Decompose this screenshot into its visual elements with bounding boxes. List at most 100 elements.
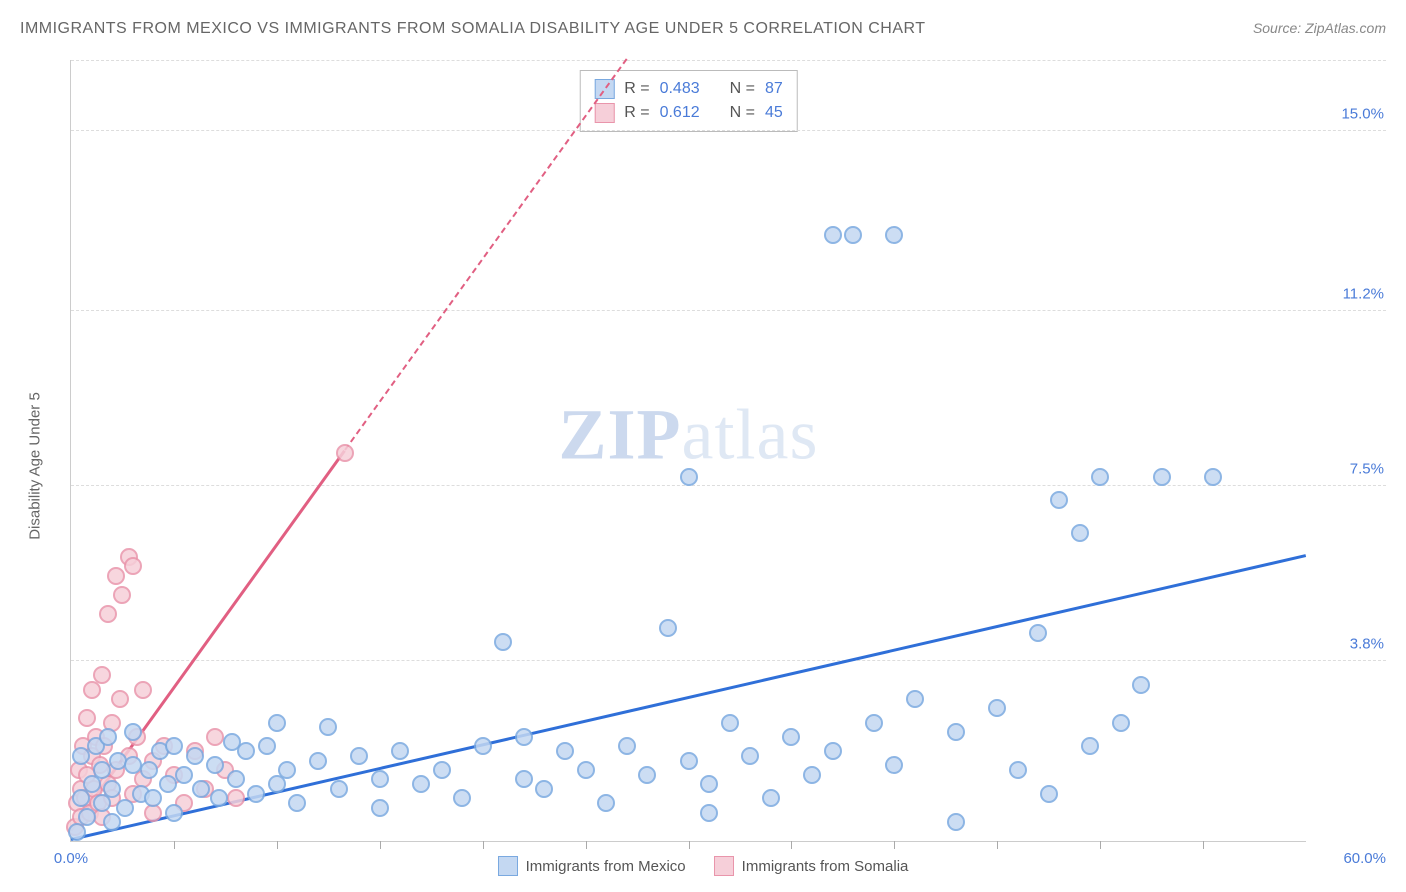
gridline	[71, 60, 1386, 61]
data-point	[111, 690, 129, 708]
data-point	[159, 775, 177, 793]
data-point	[947, 723, 965, 741]
data-point	[165, 737, 183, 755]
x-tick	[277, 841, 278, 849]
data-point	[330, 780, 348, 798]
data-point	[116, 799, 134, 817]
data-point	[371, 770, 389, 788]
data-point	[515, 770, 533, 788]
data-point	[1132, 676, 1150, 694]
stat-N-seriesA: 87	[765, 80, 783, 98]
stats-row-seriesA: R = 0.483 N = 87	[594, 77, 783, 101]
data-point	[782, 728, 800, 746]
data-point	[192, 780, 210, 798]
data-point	[99, 728, 117, 746]
stat-R-label: R =	[624, 104, 649, 122]
data-point	[700, 775, 718, 793]
data-point	[824, 226, 842, 244]
y-tick-label: 15.0%	[1314, 106, 1384, 123]
legend-label-seriesA: Immigrants from Mexico	[526, 858, 686, 875]
watermark-rest: atlas	[682, 394, 819, 474]
data-point	[577, 761, 595, 779]
stat-N-seriesB: 45	[765, 104, 783, 122]
legend-label-seriesB: Immigrants from Somalia	[742, 858, 909, 875]
gridline	[71, 310, 1386, 311]
data-point	[1091, 468, 1109, 486]
data-point	[1009, 761, 1027, 779]
data-point	[78, 709, 96, 727]
data-point	[865, 714, 883, 732]
data-point	[1050, 491, 1068, 509]
y-axis-label: Disability Age Under 5	[26, 392, 43, 540]
stat-R-label: R =	[624, 80, 649, 98]
stat-R-seriesA: 0.483	[660, 80, 700, 98]
data-point	[107, 567, 125, 585]
data-point	[1112, 714, 1130, 732]
y-tick-label: 7.5%	[1314, 461, 1384, 478]
data-point	[535, 780, 553, 798]
swatch-seriesB	[594, 103, 614, 123]
data-point	[700, 804, 718, 822]
trend-line	[344, 58, 628, 451]
plot-area: ZIPatlas R = 0.483 N = 87 R = 0.612 N = …	[70, 60, 1306, 842]
data-point	[210, 789, 228, 807]
watermark-bold: ZIP	[559, 394, 682, 474]
x-tick	[689, 841, 690, 849]
data-point	[350, 747, 368, 765]
data-point	[680, 752, 698, 770]
source-value: ZipAtlas.com	[1305, 20, 1386, 36]
data-point	[844, 226, 862, 244]
data-point	[206, 756, 224, 774]
legend-item-seriesB: Immigrants from Somalia	[714, 856, 909, 876]
data-point	[227, 789, 245, 807]
data-point	[124, 756, 142, 774]
data-point	[336, 444, 354, 462]
data-point	[258, 737, 276, 755]
gridline	[71, 660, 1386, 661]
x-tick	[791, 841, 792, 849]
data-point	[124, 723, 142, 741]
x-tick	[894, 841, 895, 849]
data-point	[1029, 624, 1047, 642]
data-point	[556, 742, 574, 760]
x-tick	[1203, 841, 1204, 849]
data-point	[494, 633, 512, 651]
data-point	[824, 742, 842, 760]
data-point	[741, 747, 759, 765]
legend-item-seriesA: Immigrants from Mexico	[498, 856, 686, 876]
data-point	[78, 808, 96, 826]
data-point	[433, 761, 451, 779]
data-point	[515, 728, 533, 746]
data-point	[144, 789, 162, 807]
data-point	[124, 557, 142, 575]
data-point	[113, 586, 131, 604]
data-point	[278, 761, 296, 779]
data-point	[186, 747, 204, 765]
gridline	[71, 485, 1386, 486]
watermark: ZIPatlas	[559, 393, 819, 476]
data-point	[618, 737, 636, 755]
stat-N-label: N =	[730, 80, 755, 98]
data-point	[1153, 468, 1171, 486]
stats-row-seriesB: R = 0.612 N = 45	[594, 101, 783, 125]
title-bar: IMMIGRANTS FROM MEXICO VS IMMIGRANTS FRO…	[20, 20, 1386, 38]
gridline	[71, 130, 1386, 131]
data-point	[99, 605, 117, 623]
data-point	[453, 789, 471, 807]
x-tick	[380, 841, 381, 849]
source-label: Source:	[1253, 20, 1305, 36]
data-point	[638, 766, 656, 784]
data-point	[659, 619, 677, 637]
y-tick-label: 3.8%	[1314, 636, 1384, 653]
data-point	[103, 780, 121, 798]
x-tick	[174, 841, 175, 849]
series-legend: Immigrants from Mexico Immigrants from S…	[20, 856, 1386, 876]
data-point	[1040, 785, 1058, 803]
chart-area: Disability Age Under 5 ZIPatlas R = 0.48…	[20, 50, 1386, 882]
data-point	[721, 714, 739, 732]
chart-title: IMMIGRANTS FROM MEXICO VS IMMIGRANTS FRO…	[20, 20, 926, 38]
y-tick-label: 11.2%	[1314, 285, 1384, 302]
data-point	[319, 718, 337, 736]
data-point	[288, 794, 306, 812]
data-point	[885, 226, 903, 244]
